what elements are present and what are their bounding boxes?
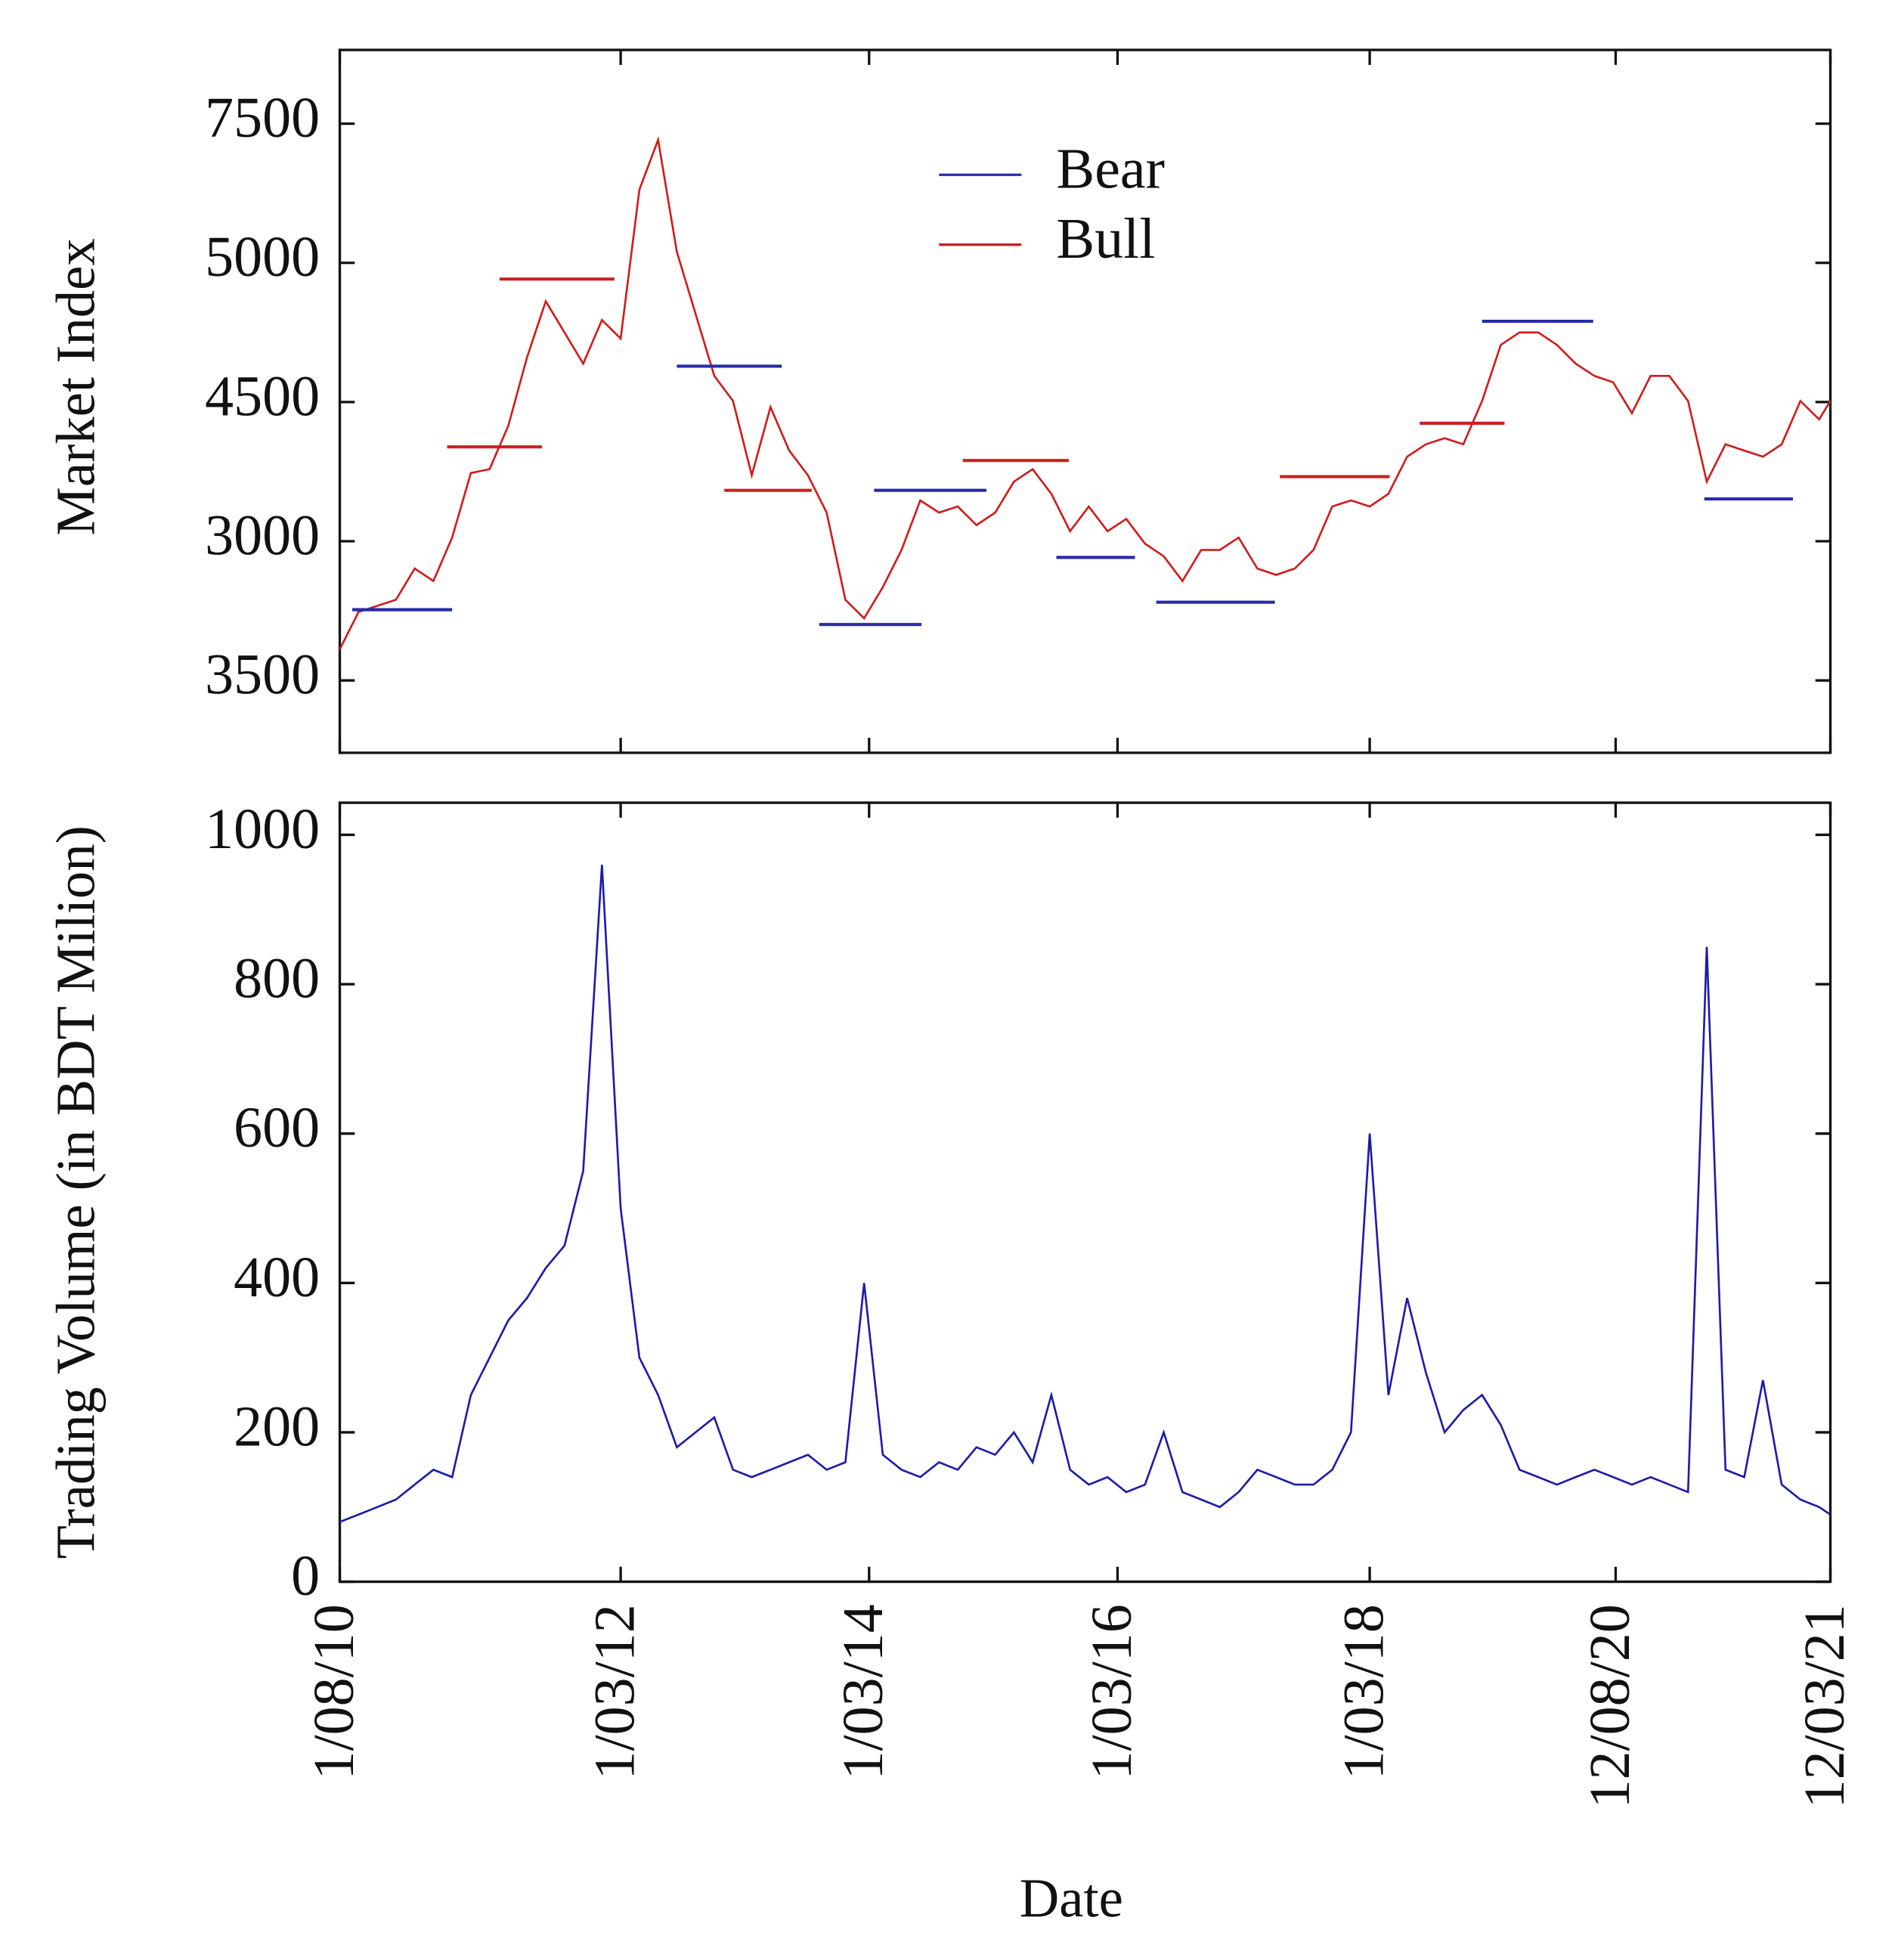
y-tick-label: 4500 xyxy=(205,364,320,428)
x-tick-label: 12/08/20 xyxy=(1578,1604,1642,1808)
x-tick-label: 1/03/12 xyxy=(584,1604,647,1779)
y-tick-label: 7500 xyxy=(205,86,320,150)
y-tick-label: 200 xyxy=(234,1395,320,1458)
legend-label: Bear xyxy=(1057,138,1165,201)
y-tick-label: 3000 xyxy=(205,503,320,567)
x-tick-label: 12/03/21 xyxy=(1793,1604,1856,1808)
x-tick-label: 1/03/16 xyxy=(1080,1604,1144,1779)
x-axis-label: Date xyxy=(1020,1867,1123,1928)
y-tick-label: 600 xyxy=(234,1096,320,1160)
x-tick-label: 1/03/18 xyxy=(1333,1604,1396,1779)
y-tick-label: 400 xyxy=(234,1246,320,1309)
y-tick-label: 800 xyxy=(234,947,320,1011)
y-tick-label: 0 xyxy=(291,1544,320,1608)
legend-label: Bull xyxy=(1057,207,1156,271)
y-tick-label: 1000 xyxy=(205,797,320,861)
y-tick-label: 5000 xyxy=(205,225,320,289)
y-axis-label: Market Index xyxy=(45,238,106,535)
y-axis-label: Trading Volume (in BDT Milion) xyxy=(45,825,106,1559)
x-tick-label: 1/08/10 xyxy=(302,1604,366,1779)
x-tick-label: 1/03/14 xyxy=(831,1604,895,1779)
index-line xyxy=(339,135,1831,650)
plot-frame xyxy=(338,801,1832,1584)
y-tick-label: 3500 xyxy=(205,643,320,707)
volume-line xyxy=(339,864,1831,1523)
